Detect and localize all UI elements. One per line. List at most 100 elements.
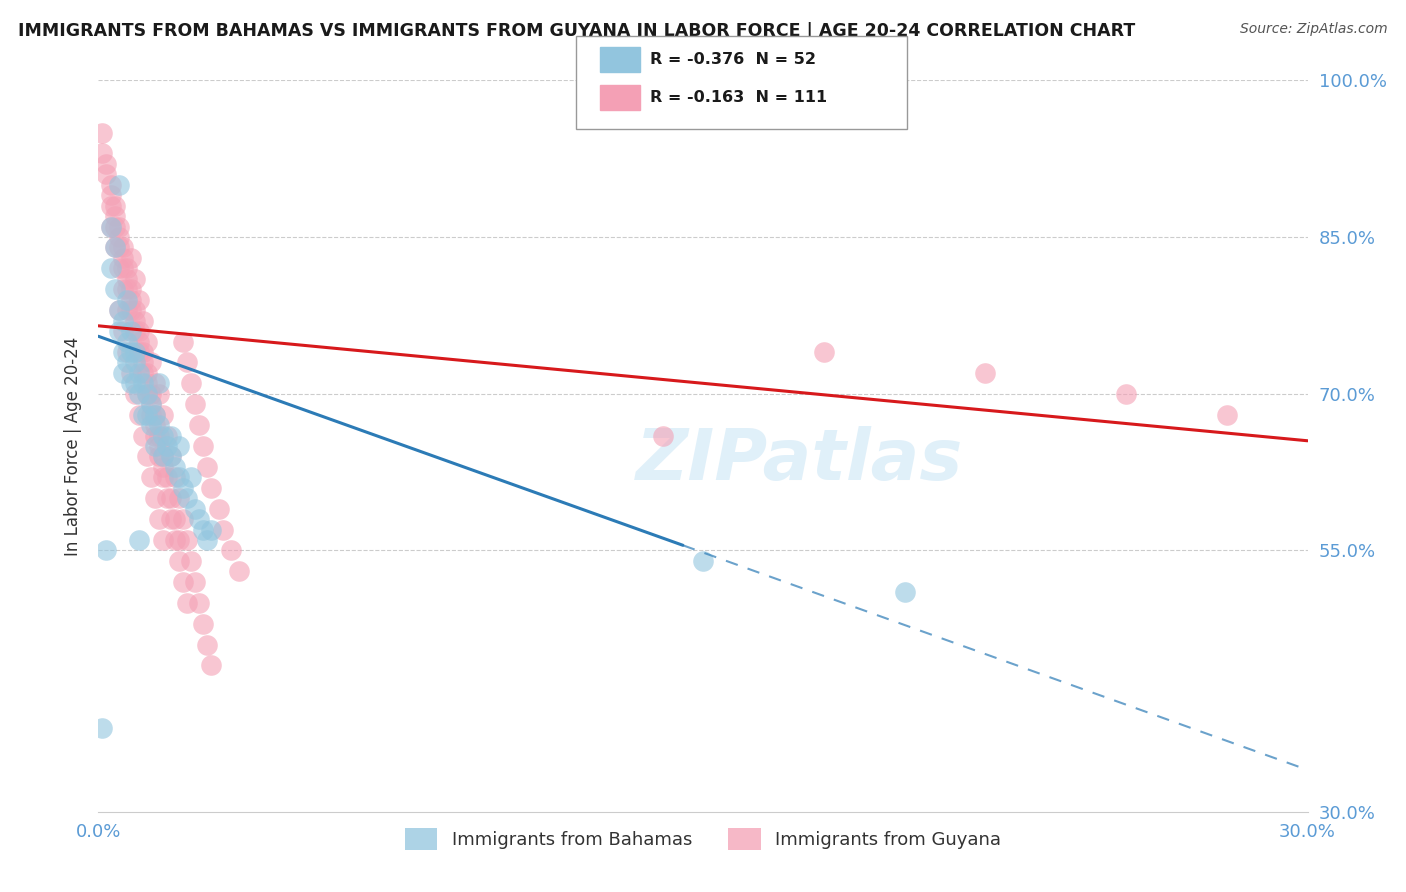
Point [100,178,122,192]
Point [111,366,134,380]
Point [120,376,142,391]
Point [120,366,142,380]
Point [152,450,174,464]
Point [228,565,250,579]
Point [107,303,129,318]
Point [200,523,222,537]
Point [120,251,142,265]
Y-axis label: In Labor Force | Age 20-24: In Labor Force | Age 20-24 [63,336,82,556]
Point [128,408,150,422]
Point [813,345,835,359]
Point [176,596,198,610]
Point [132,428,155,442]
Point [135,334,157,349]
Point [120,282,142,296]
Point [1115,386,1137,401]
Point [103,199,125,213]
Point [111,282,134,296]
Point [195,533,218,547]
Point [139,418,162,433]
Text: ZIPatlas: ZIPatlas [636,426,963,495]
Point [200,481,222,495]
Point [115,303,138,318]
Point [163,533,186,547]
Point [221,543,243,558]
Point [184,397,207,411]
Point [195,459,218,474]
Point [893,585,915,599]
Point [124,386,146,401]
Text: Source: ZipAtlas.com: Source: ZipAtlas.com [1240,22,1388,37]
Point [139,470,162,484]
Point [176,355,198,369]
Point [143,376,166,391]
Point [148,418,170,433]
Point [163,459,186,474]
Point [167,470,190,484]
Point [180,554,202,568]
Point [974,366,997,380]
Point [111,240,134,254]
Point [100,219,122,234]
Point [156,470,179,484]
Point [143,428,166,442]
Point [132,366,155,380]
Point [115,272,138,286]
Point [180,470,202,484]
Point [193,439,215,453]
Point [124,272,146,286]
Point [172,481,194,495]
Point [184,501,207,516]
Point [143,408,166,422]
Point [1216,408,1239,422]
Point [107,303,129,318]
Point [132,345,155,359]
Point [128,533,150,547]
Point [200,658,222,673]
Point [120,345,142,359]
Point [115,345,138,359]
Point [100,261,122,276]
Point [160,450,183,464]
Point [120,293,142,307]
Point [160,512,183,526]
Point [124,355,146,369]
Point [96,157,118,171]
Point [120,303,142,318]
Point [172,512,194,526]
Point [120,324,142,338]
Legend: Immigrants from Bahamas, Immigrants from Guyana: Immigrants from Bahamas, Immigrants from… [398,821,1008,857]
Point [107,261,129,276]
Point [124,324,146,338]
Point [128,334,150,349]
Point [132,313,155,327]
Point [115,334,138,349]
Point [135,450,157,464]
Point [160,428,183,442]
Point [107,178,129,192]
Point [212,523,235,537]
Point [91,721,114,735]
Point [148,439,170,453]
Point [167,554,190,568]
Point [128,324,150,338]
Point [188,418,211,433]
Point [195,638,218,652]
Point [152,408,174,422]
Point [148,386,170,401]
Point [111,261,134,276]
Point [160,450,183,464]
Point [208,501,231,516]
Point [167,439,190,453]
Point [152,470,174,484]
Point [100,219,122,234]
Point [107,324,129,338]
Point [103,219,125,234]
Point [184,574,207,589]
Point [100,199,122,213]
Point [163,512,186,526]
Point [132,408,155,422]
Point [124,376,146,391]
Point [128,366,150,380]
Point [193,523,215,537]
